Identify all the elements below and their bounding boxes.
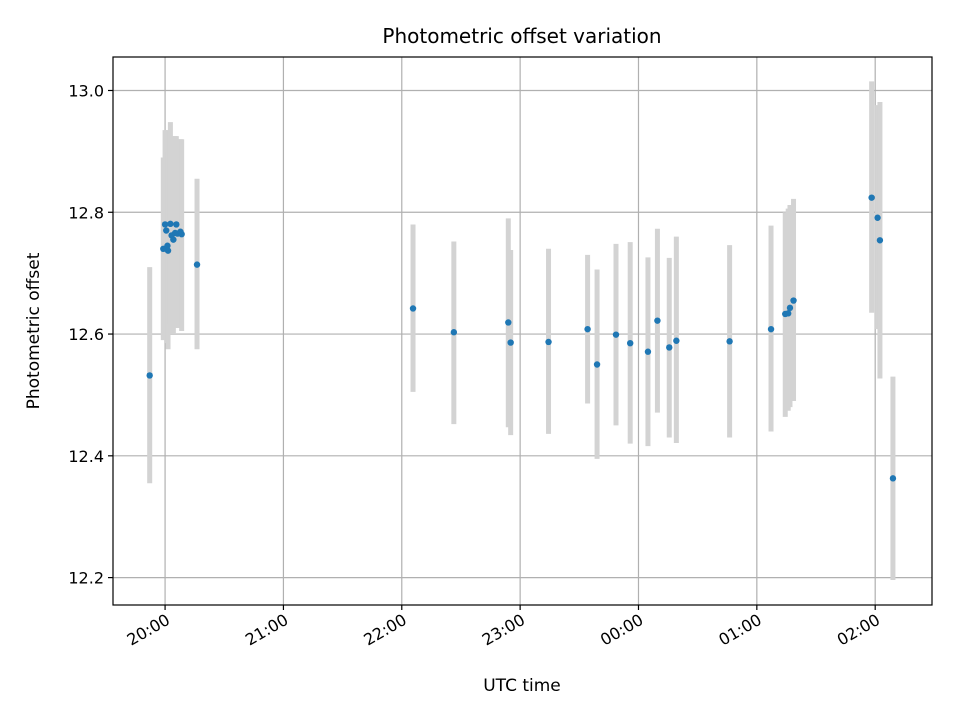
data-point	[409, 305, 417, 312]
y-tick-label: 12.4	[68, 447, 104, 466]
data-point	[178, 230, 185, 238]
data-point	[874, 214, 881, 221]
data-point	[644, 348, 652, 355]
data-point	[163, 227, 170, 234]
data-point	[170, 236, 177, 243]
plot-frame	[112, 56, 933, 606]
data-point	[889, 475, 897, 482]
y-tick-label: 12.8	[68, 203, 104, 222]
y-tick-label: 12.6	[68, 325, 104, 344]
data-point	[666, 344, 673, 351]
data-point	[654, 317, 661, 324]
data-point	[193, 261, 201, 268]
data-points	[146, 194, 897, 482]
data-point	[868, 194, 875, 201]
data-point	[584, 325, 591, 333]
data-point	[673, 337, 680, 344]
data-point	[790, 297, 797, 304]
data-point	[173, 221, 180, 228]
data-point	[507, 339, 514, 346]
y-tick-label: 13.0	[68, 81, 104, 100]
data-point	[164, 242, 171, 249]
data-point	[786, 304, 794, 312]
data-point	[167, 220, 174, 228]
chart-title: Photometric offset variation	[382, 24, 661, 48]
data-point	[767, 325, 775, 333]
data-point	[876, 237, 884, 244]
data-point	[593, 361, 601, 368]
y-axis-ticks: 12.2 12.4 12.6 12.8 13.0	[68, 81, 113, 588]
data-point	[627, 339, 634, 347]
data-point	[450, 329, 458, 336]
x-axis-title: UTC time	[483, 676, 561, 696]
data-point	[545, 338, 552, 346]
y-tick-label: 12.2	[68, 569, 104, 588]
data-point	[146, 372, 153, 379]
data-point	[505, 319, 512, 326]
data-point	[726, 338, 733, 345]
data-point	[161, 221, 169, 228]
data-point	[612, 331, 620, 338]
y-axis-title: Photometric offset	[24, 252, 44, 409]
data-point	[164, 247, 172, 254]
data-point	[785, 310, 792, 317]
